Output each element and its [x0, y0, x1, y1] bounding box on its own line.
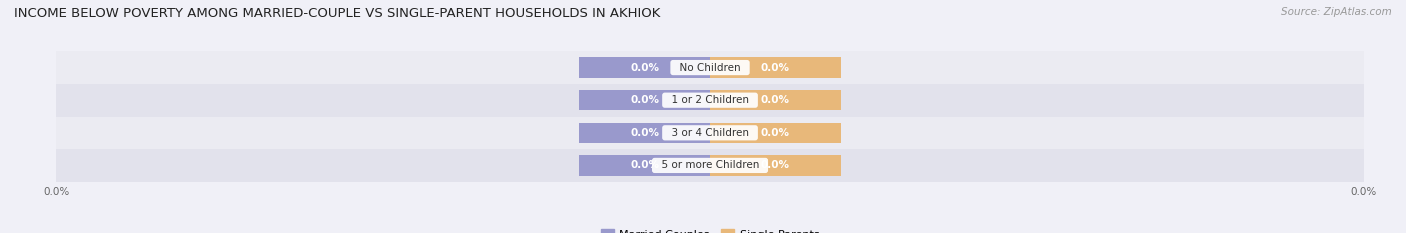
Bar — [710, 155, 841, 175]
Text: 0.0%: 0.0% — [630, 63, 659, 72]
Legend: Married Couples, Single Parents: Married Couples, Single Parents — [596, 225, 824, 233]
Bar — [579, 90, 710, 110]
Bar — [710, 58, 841, 78]
Bar — [710, 90, 841, 110]
Text: 0.0%: 0.0% — [630, 128, 659, 138]
Text: 0.0%: 0.0% — [761, 95, 790, 105]
Text: 1 or 2 Children: 1 or 2 Children — [665, 95, 755, 105]
Bar — [56, 51, 1364, 84]
Text: 3 or 4 Children: 3 or 4 Children — [665, 128, 755, 138]
Text: 0.0%: 0.0% — [630, 95, 659, 105]
Bar — [579, 58, 710, 78]
Text: No Children: No Children — [673, 63, 747, 72]
Bar — [56, 84, 1364, 116]
Text: 0.0%: 0.0% — [761, 128, 790, 138]
Bar — [56, 116, 1364, 149]
Text: INCOME BELOW POVERTY AMONG MARRIED-COUPLE VS SINGLE-PARENT HOUSEHOLDS IN AKHIOK: INCOME BELOW POVERTY AMONG MARRIED-COUPL… — [14, 7, 661, 20]
Text: 5 or more Children: 5 or more Children — [655, 161, 765, 170]
Text: 0.0%: 0.0% — [761, 63, 790, 72]
Bar — [579, 155, 710, 175]
Text: 0.0%: 0.0% — [630, 161, 659, 170]
Bar — [56, 149, 1364, 182]
Text: 0.0%: 0.0% — [761, 161, 790, 170]
Text: Source: ZipAtlas.com: Source: ZipAtlas.com — [1281, 7, 1392, 17]
Bar — [710, 123, 841, 143]
Bar — [579, 123, 710, 143]
